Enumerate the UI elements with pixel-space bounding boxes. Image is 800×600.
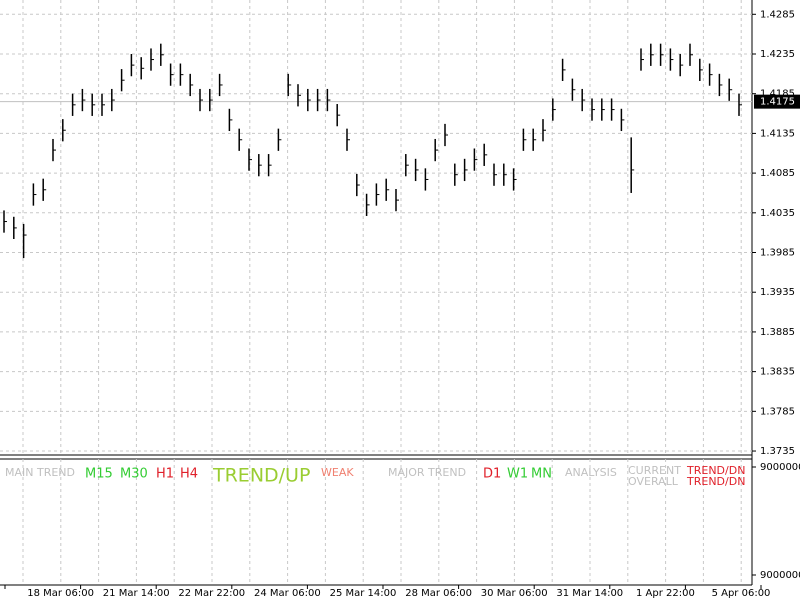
x-tick-label: 25 Mar 14:00 — [330, 588, 397, 599]
x-tick-label: 1 Apr 22:00 — [636, 588, 695, 599]
x-tick-label: 31 Mar 14:00 — [556, 588, 623, 599]
indicator-scale-label: 9000000 — [760, 570, 800, 581]
indicator-label: M15 — [85, 467, 113, 482]
x-tick-label: 30 Mar 06:00 — [481, 588, 548, 599]
y-tick-label: 1.4185 — [760, 89, 795, 100]
y-tick-label: 1.4135 — [760, 128, 795, 139]
x-tick-label: 5 Apr 06:00 — [712, 588, 771, 599]
indicator-label: WEAK — [321, 466, 354, 479]
y-tick-label: 1.3835 — [760, 367, 795, 378]
y-tick-label: 1.3785 — [760, 406, 795, 417]
y-tick-label: 1.4235 — [760, 49, 795, 60]
y-tick-label: 1.3885 — [760, 327, 795, 338]
y-tick-label: 1.3935 — [760, 287, 795, 298]
current-price-box — [754, 94, 800, 109]
y-tick-label: 1.3985 — [760, 248, 795, 259]
y-tick-label: 1.4035 — [760, 208, 795, 219]
x-tick-label: 24 Mar 06:00 — [254, 588, 321, 599]
indicator-scale-label: 9000000 — [760, 462, 800, 473]
y-tick-label: 1.4285 — [760, 9, 795, 20]
indicator-label: MAJOR TREND — [388, 466, 466, 479]
indicator-label: MN — [531, 467, 552, 482]
indicator-label: TREND/DN — [686, 464, 745, 477]
y-tick-label: 1.3735 — [760, 446, 795, 457]
indicator-label: H1 — [156, 467, 174, 482]
indicator-label: TREND/UP — [212, 465, 310, 487]
indicator-label: OVERALL — [628, 475, 679, 488]
current-price-label: 1.4175 — [760, 97, 795, 108]
x-tick-label: 21 Mar 14:00 — [103, 588, 170, 599]
indicator-label: ANALYSIS — [565, 466, 617, 479]
indicator-label: M30 — [120, 467, 148, 482]
indicator-label: W1 — [507, 467, 528, 482]
indicator-label: H4 — [180, 467, 198, 482]
indicator-label: TREND/DN — [686, 475, 745, 488]
x-tick-label: 18 Mar 06:00 — [27, 588, 94, 599]
indicator-label: CURRENT — [628, 464, 681, 477]
x-tick-label: 22 Mar 22:00 — [178, 588, 245, 599]
indicator-label: D1 — [483, 467, 501, 482]
y-tick-label: 1.4085 — [760, 168, 795, 179]
indicator-label: MAIN TREND — [5, 466, 75, 479]
x-tick-label: 28 Mar 06:00 — [405, 588, 472, 599]
